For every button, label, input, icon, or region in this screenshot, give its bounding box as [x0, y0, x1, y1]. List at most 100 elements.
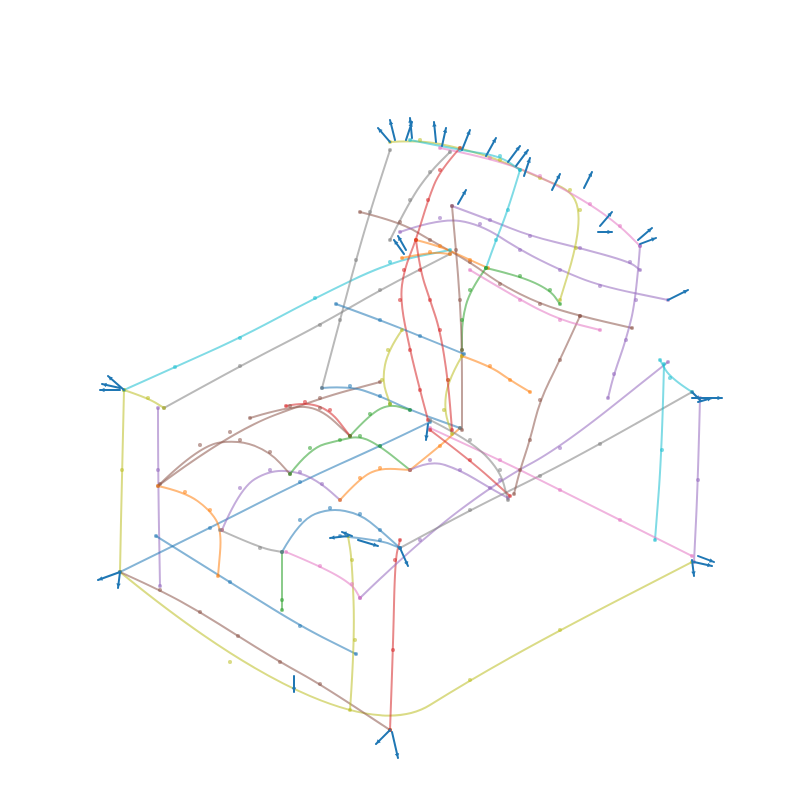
- sample-point: [528, 234, 532, 238]
- sample-point: [468, 458, 472, 462]
- sample-point: [318, 406, 322, 410]
- sample-point: [578, 314, 582, 318]
- normal-arrow: [341, 531, 353, 537]
- curve-layer: [119, 139, 701, 731]
- curve-pink-23: [285, 551, 361, 599]
- sample-point: [598, 284, 602, 288]
- curve-brown-1: [119, 571, 391, 731]
- sample-point: [348, 384, 352, 388]
- normal-arrow: [599, 211, 613, 227]
- normal-arrow: [583, 171, 593, 189]
- sample-point: [388, 238, 392, 242]
- sample-point: [428, 298, 432, 302]
- curve-green-46: [485, 267, 561, 305]
- sample-point: [388, 260, 392, 264]
- sample-point: [238, 438, 242, 442]
- normal-arrow: [432, 121, 437, 143]
- sample-point: [558, 268, 562, 272]
- sample-point: [391, 648, 395, 652]
- sample-point: [448, 252, 452, 256]
- sample-point: [468, 508, 472, 512]
- sample-point: [498, 158, 502, 162]
- sample-point: [334, 302, 338, 306]
- normal-arrow: [461, 129, 471, 151]
- normal-arrow: [424, 423, 429, 441]
- sample-point-layer: [118, 138, 702, 732]
- sample-point: [448, 248, 452, 252]
- sample-point: [318, 396, 322, 400]
- normal-arrow: [291, 675, 297, 693]
- sample-point: [460, 318, 464, 322]
- sample-point: [350, 558, 354, 562]
- sample-point: [498, 458, 502, 462]
- sample-point: [378, 318, 382, 322]
- curve-cyan-41: [409, 139, 521, 171]
- sample-point: [158, 584, 162, 588]
- normal-arrow: [441, 127, 448, 147]
- sample-point: [468, 438, 472, 442]
- normal-arrow: [97, 571, 121, 581]
- curve-blue-52: [335, 303, 465, 355]
- sample-point: [508, 494, 512, 498]
- sample-point: [228, 660, 232, 664]
- sample-point: [450, 204, 454, 208]
- curve-pink-57: [469, 269, 601, 331]
- sample-point: [298, 470, 302, 474]
- curve-orange-49: [461, 355, 531, 393]
- sample-point: [380, 378, 384, 382]
- sample-point: [216, 574, 220, 578]
- curve-green-32: [349, 404, 411, 437]
- sample-point: [458, 146, 462, 150]
- sample-point: [368, 412, 372, 416]
- sample-point: [378, 394, 382, 398]
- curve-red-9: [389, 539, 401, 731]
- sample-point: [238, 486, 242, 490]
- curve-green-47: [461, 267, 487, 351]
- sample-point: [428, 250, 432, 254]
- sample-point: [428, 418, 432, 422]
- curve-cyan-5: [123, 249, 451, 391]
- sample-point: [606, 396, 610, 400]
- sample-point: [358, 476, 362, 480]
- curve-purple-20: [221, 469, 341, 531]
- sample-point: [518, 274, 522, 278]
- sample-point: [558, 628, 562, 632]
- sample-point: [280, 598, 284, 602]
- normal-arrow: [116, 571, 121, 589]
- sample-point: [446, 378, 450, 382]
- sample-point: [408, 408, 412, 412]
- normal-arrow: [357, 539, 379, 547]
- sample-point: [498, 478, 502, 482]
- sample-point: [158, 588, 162, 592]
- sample-point: [338, 498, 342, 502]
- sample-point: [378, 466, 382, 470]
- sample-point: [268, 450, 272, 454]
- curve-purple-28: [409, 462, 509, 499]
- sample-point: [400, 256, 404, 260]
- sample-point: [618, 518, 622, 522]
- sample-point: [400, 328, 404, 332]
- curve-orange-27: [339, 467, 411, 501]
- sample-point: [284, 550, 288, 554]
- sample-point: [498, 282, 502, 286]
- sample-point: [418, 388, 422, 392]
- sample-point: [418, 334, 422, 338]
- sample-point: [156, 406, 160, 410]
- sample-point: [408, 198, 412, 202]
- sample-point: [460, 428, 464, 432]
- sample-point: [228, 430, 232, 434]
- sample-point: [460, 348, 464, 352]
- curve-cyan-15: [654, 363, 665, 541]
- sample-point: [690, 554, 694, 558]
- normal-arrow: [457, 189, 467, 205]
- normal-arrow: [408, 117, 413, 139]
- sample-point: [512, 492, 516, 496]
- sample-point: [558, 446, 562, 450]
- sample-point: [146, 396, 150, 400]
- sample-point: [518, 298, 522, 302]
- normal-arrow: [399, 547, 409, 567]
- sample-point: [428, 428, 432, 432]
- curve-gray-34: [321, 149, 391, 389]
- sample-point: [548, 288, 552, 292]
- sample-point: [438, 168, 442, 172]
